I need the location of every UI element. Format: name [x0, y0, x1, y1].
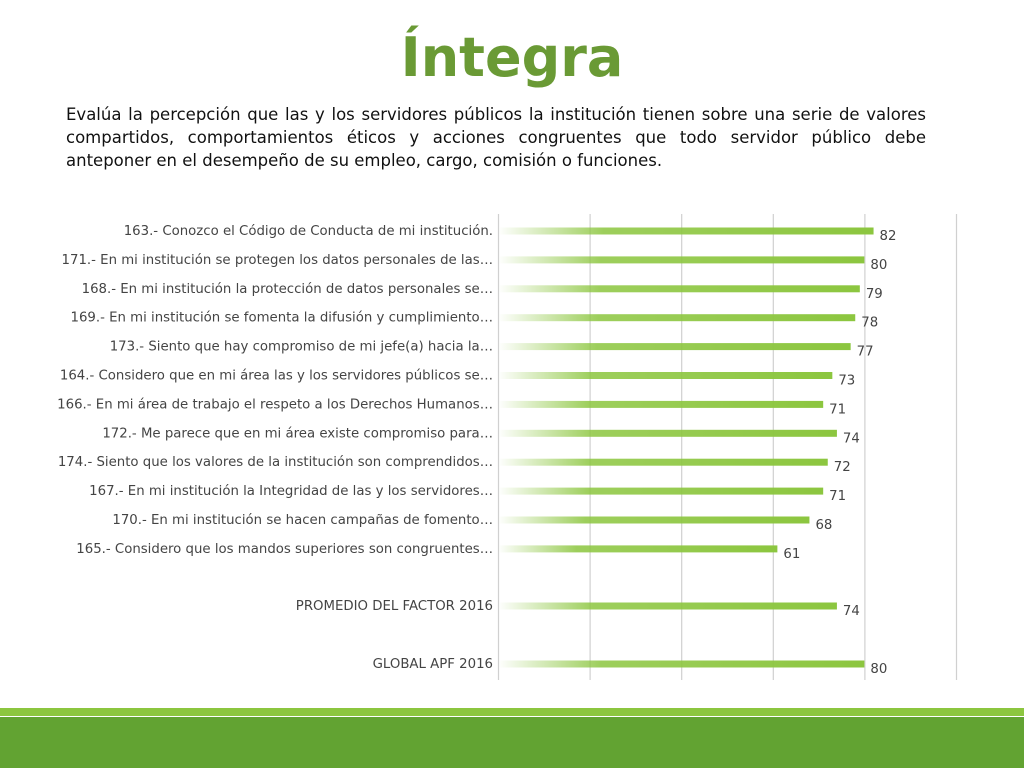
chart-gridlines — [497, 214, 958, 680]
category-label: PROMEDIO DEL FACTOR 2016 — [296, 599, 493, 614]
value-label: 72 — [834, 460, 851, 475]
value-label: 80 — [870, 258, 887, 273]
category-label: 167.- En mi institución la Integridad de… — [89, 483, 493, 499]
value-label: 82 — [880, 229, 897, 244]
category-label: 163.- Conozco el Código de Conducta de m… — [124, 223, 493, 239]
category-label: 169.- En mi institución se fomenta la di… — [71, 310, 494, 326]
category-label: 166.- En mi área de trabajo el respeto a… — [57, 396, 493, 412]
value-label: 73 — [838, 374, 855, 389]
category-label: 173.- Siento que hay compromiso de mi je… — [110, 340, 493, 355]
page-title: Íntegra — [400, 26, 624, 89]
value-label: 74 — [843, 431, 860, 446]
category-label: 165.- Considero que los mandos superiore… — [76, 542, 493, 557]
bar — [498, 602, 837, 610]
value-label: 71 — [829, 489, 846, 504]
category-label: GLOBAL APF 2016 — [373, 657, 493, 672]
chart-category-labels: 163.- Conozco el Código de Conducta de m… — [57, 223, 493, 672]
value-label: 79 — [866, 287, 883, 302]
footer-stripe-light — [0, 708, 1024, 716]
page-description: Evalúa la percepción que las y los servi… — [66, 105, 926, 170]
bar — [498, 343, 851, 351]
category-label: 172.- Me parece que en mi área existe co… — [102, 425, 493, 441]
bar — [498, 660, 865, 668]
bar-chart: 163.- Conozco el Código de Conducta de m… — [57, 214, 958, 680]
value-label: 80 — [870, 662, 887, 677]
category-label: 174.- Siento que los valores de la insti… — [58, 454, 493, 470]
bar — [498, 227, 874, 235]
bar — [498, 458, 828, 466]
category-label: 164.- Considero que en mi área las y los… — [60, 368, 493, 384]
value-label: 61 — [783, 547, 800, 562]
category-label: 171.- En mi institución se protegen los … — [62, 252, 493, 268]
value-label: 77 — [857, 345, 874, 360]
bar — [498, 285, 860, 293]
bar — [498, 372, 833, 379]
bar — [498, 429, 837, 437]
value-label: 68 — [815, 518, 832, 533]
bar — [498, 314, 856, 322]
category-label: 170.- En mi institución se hacen campaña… — [112, 512, 493, 528]
value-label: 78 — [861, 316, 878, 331]
value-label: 74 — [843, 604, 860, 619]
footer-band — [0, 717, 1024, 768]
value-label: 71 — [829, 402, 846, 417]
category-label: 168.- En mi institución la protección de… — [82, 281, 493, 297]
bar — [498, 256, 865, 264]
chart-bars — [498, 227, 874, 668]
bar — [498, 487, 824, 495]
bar — [498, 400, 824, 408]
bar — [498, 545, 778, 553]
bar — [498, 516, 810, 524]
